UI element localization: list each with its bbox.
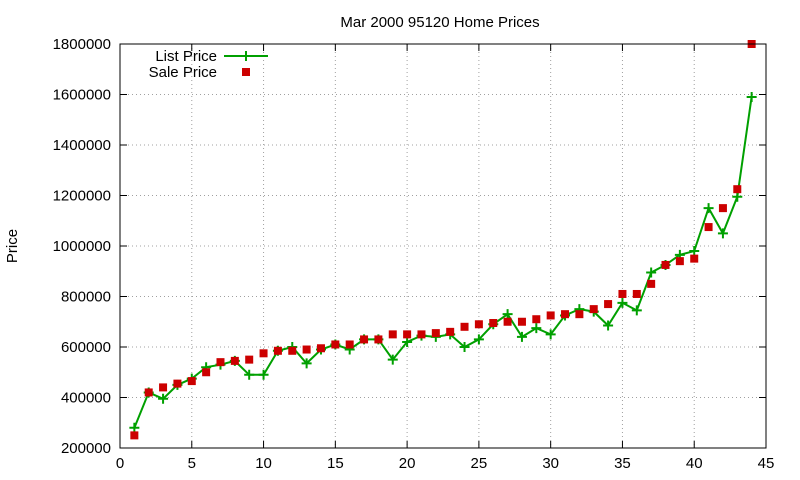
data-point [273,346,282,355]
data-point [545,329,556,340]
data-point [661,260,670,269]
legend-marker [241,51,251,61]
data-point [403,330,412,339]
y-tick-label: 1000000 [53,238,111,255]
data-point [647,279,656,288]
y-tick-label: 200000 [61,440,111,457]
data-point [632,289,641,298]
data-point [503,317,512,326]
legend-marker [242,68,250,76]
data-point [345,340,354,349]
data-point [733,185,742,194]
data-point [431,329,440,338]
y-tick-label: 800000 [61,289,111,306]
data-point [387,354,398,365]
data-point [244,369,255,380]
data-point [460,322,469,331]
x-tick-label: 5 [188,455,196,472]
data-point [474,320,483,329]
data-point [258,369,269,380]
y-tick-label: 1600000 [53,87,111,104]
x-tick-label: 45 [758,455,775,472]
data-point [159,383,168,392]
axis-ticks: 200000 400000 600000 800000 1000000 1200000 14… [53,36,775,472]
data-point [331,340,340,349]
y-tick-label: 1800000 [53,36,111,53]
data-point [531,323,542,334]
y-axis-label: Price [4,229,21,263]
x-tick-label: 0 [116,455,124,472]
data-point [690,254,699,263]
data-point [459,342,470,352]
data-point [516,331,527,342]
x-tick-label: 35 [614,455,631,472]
data-point [129,422,140,433]
data-point [301,358,312,369]
data-point [360,335,369,344]
data-point [130,431,139,440]
data-point [703,203,714,214]
data-point [704,223,713,232]
data-point [575,310,584,319]
data-point [517,317,526,326]
data-point [388,330,397,339]
data-point [245,355,254,364]
data-point [589,305,598,314]
data-point [316,344,325,353]
x-tick-label: 40 [686,455,703,472]
x-tick-label: 30 [542,455,559,472]
data-point [417,330,426,339]
data-point [173,379,182,388]
data-point [718,204,727,213]
data-point [144,388,153,397]
x-tick-label: 10 [255,455,272,472]
data-point [689,246,700,257]
data-point [302,345,311,354]
data-point [604,300,613,309]
chart-title: Mar 2000 95120 Home Prices [340,14,539,31]
data-point [631,305,642,316]
series-group [129,40,757,440]
data-point [216,358,225,367]
data-point [473,334,484,345]
data-point [230,356,239,365]
x-tick-label: 25 [471,455,488,472]
data-point [288,346,297,355]
y-tick-label: 1400000 [53,137,111,154]
data-point [489,319,498,328]
data-point [259,349,268,358]
data-point [561,310,570,319]
y-tick-label: 400000 [61,390,111,407]
plot-border [119,43,767,449]
data-point [187,377,196,386]
x-tick-label: 15 [327,455,344,472]
data-point [446,327,455,336]
data-point [532,315,541,324]
data-point [202,368,211,377]
data-point [374,335,383,344]
data-point [603,320,614,331]
data-point [675,257,684,266]
data-point [732,191,743,202]
legend-label: Sale Price [149,64,217,81]
legend-label: List Price [155,48,217,65]
data-point [646,267,657,278]
y-tick-label: 600000 [61,339,111,356]
data-point [158,393,169,404]
y-tick-label: 1200000 [53,188,111,205]
data-point [502,309,513,320]
data-point [717,228,728,239]
series-line [133,96,753,429]
series-sale-price [130,40,756,440]
data-point [618,289,627,298]
x-tick-label: 20 [399,455,416,472]
data-point [402,336,413,347]
data-point [546,311,555,320]
grid [120,44,766,448]
data-point [617,297,628,308]
data-point [746,92,757,103]
